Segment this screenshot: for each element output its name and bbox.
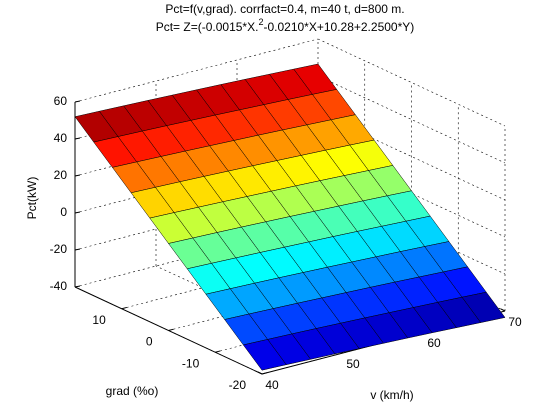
- grid-line: [317, 149, 506, 238]
- title-part: -0.0210*X+10.28+2.2500*Y): [263, 20, 414, 34]
- title-part: Pct= Z=(-0.0015*X.: [156, 20, 259, 34]
- z-tick: [74, 100, 81, 103]
- grid-line: [317, 112, 506, 201]
- grid-line: [74, 38, 319, 103]
- chart-title: Pct=f(v,grad). corrfact=0.4, m=40 t, d=8…: [165, 2, 404, 16]
- grid-line: [317, 38, 506, 127]
- z-tick-label: 0: [60, 205, 67, 219]
- z-axis-label: Pct(kW): [25, 177, 39, 220]
- x-tick: [257, 371, 263, 375]
- x-tick: [500, 308, 506, 312]
- z-tick: [74, 211, 81, 214]
- y-tick-label: 10: [92, 313, 106, 327]
- y-tick-label: 0: [146, 335, 153, 349]
- x-tick-label: 50: [346, 357, 360, 371]
- z-tick-label: 40: [54, 131, 68, 145]
- chart-subtitle: Pct= Z=(-0.0015*X.2-0.0210*X+10.28+2.250…: [156, 17, 415, 34]
- z-tick-label: -20: [50, 242, 68, 256]
- x-axis-label: v (km/h): [370, 388, 413, 402]
- z-tick-label: 20: [54, 168, 68, 182]
- y-tick: [121, 306, 127, 310]
- y-tick: [261, 372, 268, 375]
- y-axis-label: grad (%o): [106, 384, 159, 398]
- y-tick: [215, 350, 221, 353]
- x-tick-label: 70: [508, 315, 522, 329]
- y-tick-label: -20: [229, 378, 247, 392]
- z-tick-label: -40: [50, 279, 68, 293]
- y-tick: [168, 328, 174, 331]
- z-tick: [74, 174, 81, 177]
- grid-line: [317, 75, 506, 164]
- surface-face: [242, 339, 287, 371]
- z-tick: [74, 137, 81, 140]
- grid-line: [155, 265, 344, 354]
- grid-line: [317, 186, 506, 275]
- z-tick: [74, 285, 81, 288]
- x-tick-label: 60: [427, 336, 441, 350]
- y-tick-label: -10: [182, 356, 200, 370]
- z-tick-label: 60: [54, 94, 68, 108]
- x-tick-label: 40: [265, 378, 279, 392]
- title-superscript: 2: [258, 17, 263, 27]
- z-tick: [74, 248, 81, 251]
